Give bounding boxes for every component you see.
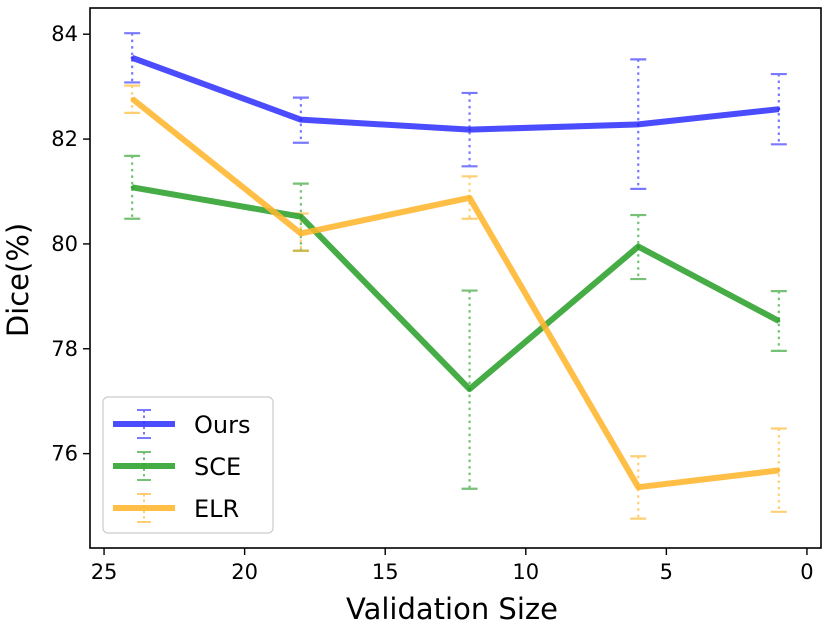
error-bar-sce [770, 290, 787, 352]
y-axis-ticks: 76 78 80 82 84 [51, 22, 90, 466]
y-tick-label: 76 [51, 442, 78, 466]
x-tick-label: 15 [372, 560, 399, 584]
data-point-sce [777, 319, 781, 323]
error-bar-elr [630, 455, 647, 520]
error-bar-elr [770, 427, 787, 513]
data-point-sce [636, 245, 640, 249]
data-point-ours [299, 118, 303, 122]
legend-entries: Ours SCE ELR [113, 409, 250, 523]
legend-label-sce: SCE [194, 453, 241, 481]
data-point-ours [468, 128, 472, 132]
x-axis-label: Validation Size [346, 592, 558, 626]
legend: Ours SCE ELR [102, 396, 274, 534]
data-point-elr [636, 485, 640, 489]
y-axis-label: Dice(%) [1, 223, 35, 337]
error-bar-ours [461, 91, 478, 168]
error-bar-ours [630, 58, 647, 190]
legend-swatch-errorbar [137, 409, 151, 439]
error-bar-sce [124, 154, 141, 220]
data-point-elr [299, 231, 303, 235]
data-point-ours [777, 107, 781, 111]
legend-label-elr: ELR [194, 495, 239, 523]
series-line-sce [131, 184, 781, 393]
x-tick-label: 20 [231, 560, 258, 584]
data-point-sce [468, 387, 472, 391]
error-bar-ours [770, 72, 787, 146]
series-ours [124, 32, 787, 190]
data-point-elr [777, 468, 781, 472]
y-tick-label: 78 [51, 337, 78, 361]
x-tick-label: 0 [800, 560, 813, 584]
plot-data [124, 32, 787, 520]
legend-swatch-errorbar [137, 451, 151, 481]
data-point-ours [130, 56, 134, 60]
legend-entry-sce: SCE [113, 451, 241, 481]
x-tick-label: 5 [660, 560, 673, 584]
legend-box [102, 396, 274, 534]
error-bar-ours [124, 32, 141, 84]
data-point-ours [636, 122, 640, 126]
x-tick-label: 10 [512, 560, 539, 584]
axes-frame [89, 7, 822, 549]
data-point-sce [299, 215, 303, 219]
error-bar-sce [630, 213, 647, 281]
series-line-ours [131, 54, 780, 133]
data-point-elr [130, 97, 134, 101]
x-axis-ticks: 25 20 15 10 5 0 [91, 548, 814, 584]
legend-label-ours: Ours [194, 411, 250, 439]
data-point-elr [468, 196, 472, 200]
legend-entry-ours: Ours [113, 409, 250, 439]
legend-swatch-errorbar [137, 493, 151, 523]
y-tick-label: 80 [51, 232, 78, 256]
legend-entry-elr: ELR [113, 493, 239, 523]
data-point-sce [130, 185, 134, 189]
y-tick-label: 84 [51, 22, 78, 46]
error-bar-ours [292, 96, 309, 144]
x-tick-label: 25 [91, 560, 118, 584]
y-tick-label: 82 [51, 127, 78, 151]
